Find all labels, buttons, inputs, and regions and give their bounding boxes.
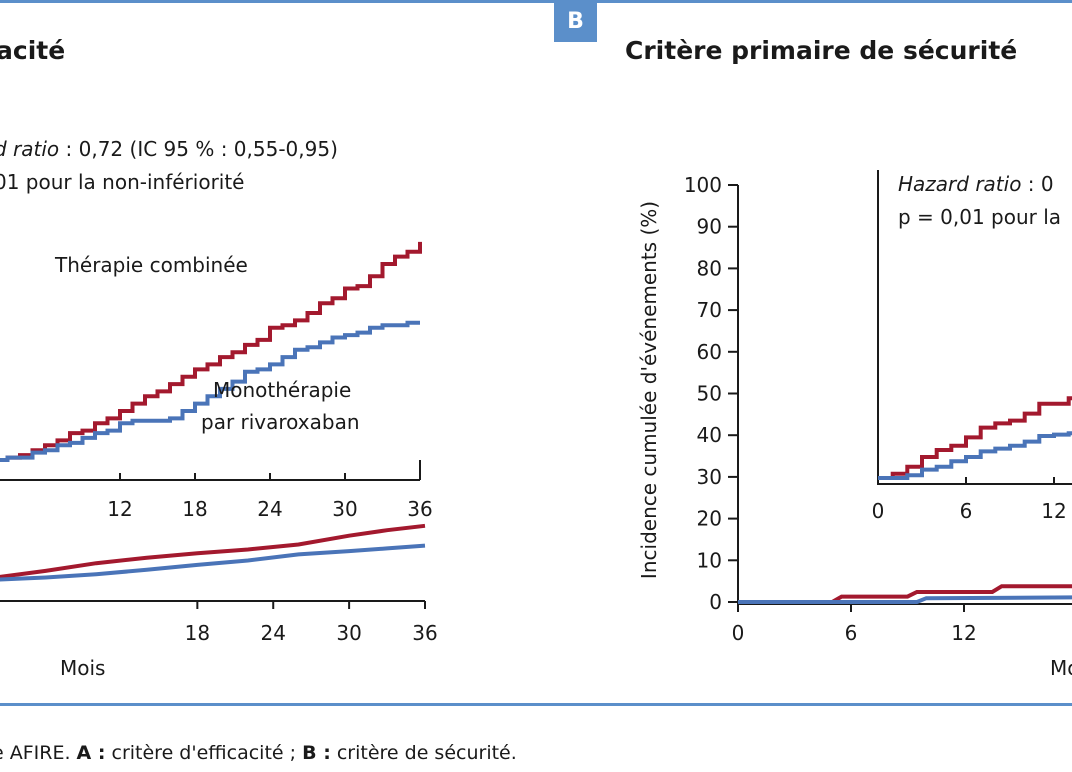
panel-b-y-axis-label: Incidence cumulée d'événements (%) — [637, 201, 661, 579]
panel-a-annotation-line1: d ratio : 0,72 (IC 95 % : 0,55-0,95) — [0, 137, 338, 161]
panel-b-inset-x-tick-label: 0 — [872, 499, 885, 523]
panel-b-y-tick-label: 40 — [697, 423, 722, 447]
caption-b-label: B : — [302, 742, 331, 764]
panel-b-inset-annotation-line1: Hazard ratio : 0 — [898, 172, 1054, 196]
hazard-ratio-label: d ratio — [0, 137, 60, 161]
panel-b-x-tick-label: 12 — [951, 621, 976, 645]
panel-a-inset-x-tick-label: 18 — [182, 497, 207, 521]
panel-a-annotation-line2: 01 pour la non-infériorité — [0, 170, 245, 194]
panel-b-y-tick-label: 30 — [697, 465, 722, 489]
panel-a-main-x-tick-label: 18 — [185, 621, 210, 645]
hazard-ratio-value: : 0,72 (IC 95 % : 0,55-0,95) — [59, 137, 338, 161]
panel-a-main-x-tick-label: 30 — [336, 621, 361, 645]
panel-b-y-tick-label: 20 — [697, 507, 722, 531]
panel-a-title: acité — [0, 36, 66, 65]
panel-b-inset-x-tick-label: 12 — [1041, 499, 1066, 523]
panel-b-main-series-mono — [738, 595, 1072, 604]
panel-b-y-tick-label: 100 — [684, 173, 722, 197]
panel-b-y-tick-label: 70 — [697, 298, 722, 322]
panel-a-inset-x-tick-label: 12 — [107, 497, 132, 521]
panel-a-inset-x-tick-label: 30 — [332, 497, 357, 521]
panel-b-inset-series-mono — [878, 431, 1072, 480]
caption-a-text: critère d'efficacité ; — [105, 742, 303, 764]
inset-hazard-ratio-label: Hazard ratio — [898, 172, 1022, 196]
panel-a-main-x-tick-label: 36 — [412, 621, 437, 645]
label-monotherapy-line2: par rivaroxaban — [201, 410, 360, 434]
bottom-rule — [0, 703, 1072, 706]
panel-b-y-tick-label: 10 — [697, 548, 722, 572]
panel-b-x-tick-label: 0 — [732, 621, 745, 645]
panel-b-y-tick-label: 60 — [697, 340, 722, 364]
panel-a-x-label: Mois — [60, 656, 106, 680]
panel-b-x-tick-label: 6 — [845, 621, 858, 645]
panel-b-y-tick-label: 80 — [697, 256, 722, 280]
caption-b-text: critère de sécurité. — [330, 742, 517, 764]
panel-b-y-tick-label: 90 — [697, 215, 722, 239]
panel-a-main-x-tick-label: 24 — [261, 621, 286, 645]
panel-b-inset-annotation-line2: p = 0,01 pour la — [898, 205, 1062, 229]
label-combined-therapy: Thérapie combinée — [55, 253, 248, 277]
panel-a-inset-x-tick-label: 24 — [257, 497, 282, 521]
label-monotherapy-line1: Monothérapie — [213, 378, 352, 402]
panel-b-title: Critère primaire de sécurité — [625, 36, 1018, 65]
panel-b-badge: B — [554, 2, 597, 42]
caption-a-label: A : — [76, 742, 106, 764]
panel-a-inset-x-tick-label: 36 — [407, 497, 432, 521]
panel-a-main-series-combined — [0, 523, 426, 579]
inset-hazard-ratio-value: : 0 — [1021, 172, 1054, 196]
panel-b-inset-x-tick-label: 6 — [960, 499, 973, 523]
panel-a-main-series-mono — [0, 543, 426, 582]
top-rule — [0, 0, 1072, 3]
panel-b-inset-series-combined — [878, 396, 1072, 480]
panel-b-y-tick-label: 0 — [709, 590, 722, 614]
panel-b-x-label: Mo — [1050, 656, 1072, 680]
panel-a-inset-series-mono — [0, 320, 420, 462]
panel-a-inset-series-combined — [0, 241, 422, 462]
figure-caption: e AFIRE. A : critère d'efficacité ; B : … — [0, 742, 517, 764]
caption-prefix: e AFIRE. — [0, 742, 77, 764]
panel-b-y-tick-label: 50 — [697, 382, 722, 406]
